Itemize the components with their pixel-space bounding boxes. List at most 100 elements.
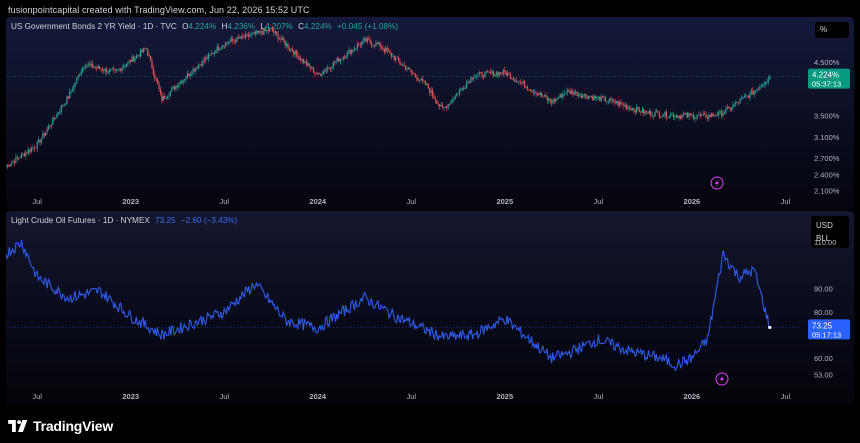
candle-body [735, 102, 737, 105]
candle-body [485, 71, 488, 73]
candle-body [181, 81, 183, 84]
candle-body [162, 96, 164, 101]
bond-yield-chart[interactable]: Jul2023Jul2024Jul2025Jul2026Jul2024.500%… [6, 17, 854, 210]
candle-body [589, 96, 591, 97]
candle-body [665, 111, 667, 118]
candle-body [100, 68, 102, 70]
candle-body [475, 75, 478, 77]
candle-body [426, 83, 428, 85]
currency-button[interactable]: USD [816, 221, 833, 230]
candle-body [291, 48, 293, 52]
candle-body [613, 99, 615, 103]
candle-body [188, 73, 190, 76]
candle-body [576, 91, 578, 97]
candle-body [155, 78, 157, 80]
candle-body [763, 83, 765, 85]
candle-body [390, 53, 393, 57]
candle-body [113, 69, 115, 70]
candle-body [97, 66, 99, 69]
candle-body [219, 49, 221, 51]
percent-unit-button[interactable]: % [815, 22, 849, 38]
candle-body [125, 64, 128, 67]
candle-body [689, 113, 692, 115]
candle-body [22, 153, 24, 155]
candle-body [516, 81, 519, 83]
unit-button[interactable]: BLL [816, 234, 831, 243]
currency-unit-selector[interactable]: USD BLL [811, 216, 849, 248]
candle-body [220, 47, 223, 50]
candle-body [383, 49, 385, 52]
candle-body [249, 35, 251, 37]
bond-yield-panel[interactable]: US Government Bonds 2 YR Yield · 1D · TV… [6, 17, 854, 210]
candle-body [730, 107, 733, 110]
candle-body [324, 71, 326, 72]
candle-body [471, 77, 473, 80]
candle-body [175, 85, 177, 90]
crude-oil-chart[interactable]: Jul 2023 Jul 2024 Jul 2025 Jul 2026 Jul 110.00 90.… [6, 211, 854, 406]
candle-body [341, 58, 343, 60]
candle-body [587, 96, 590, 99]
candle-body [726, 106, 728, 109]
candle-body [610, 98, 612, 101]
bond-c-label: C [298, 22, 305, 31]
lightning-icon[interactable] [710, 176, 724, 190]
candle-body [769, 76, 771, 80]
candle-body [627, 107, 629, 109]
candle-body [636, 106, 638, 113]
candle-body [376, 42, 378, 45]
candle-body [254, 32, 257, 34]
candle-body [407, 68, 410, 70]
candle-body [579, 94, 581, 96]
candle-body [108, 69, 111, 73]
candle-body [268, 28, 271, 32]
candle-body [440, 104, 442, 107]
candle-body [716, 115, 718, 116]
tradingview-wordmark: TradingView [33, 418, 114, 434]
x-tick-label: 2026 [684, 197, 701, 206]
candle-body [128, 60, 130, 62]
candle-body [344, 56, 346, 58]
candle-body [134, 58, 136, 62]
candle-body [451, 100, 453, 101]
lightning-icon[interactable] [715, 372, 729, 386]
candle-body [575, 91, 577, 94]
chart-caption: fusionpointcapital created with TradingV… [8, 5, 310, 15]
candle-body [521, 82, 523, 84]
candle-body [388, 51, 390, 52]
tradingview-brand[interactable]: TradingView [8, 418, 113, 434]
candle-body [420, 78, 422, 81]
candle-body [73, 84, 75, 90]
candle-body [354, 48, 356, 51]
crude-oil-panel[interactable]: Light Crude Oil Futures · 1D · NYMEX 73.… [6, 211, 854, 406]
candle-body [310, 66, 312, 69]
candle-body [361, 41, 363, 46]
lightning-icon-bolt [720, 375, 724, 383]
candle-body [691, 114, 693, 116]
y-tick-label: 2.700% [814, 154, 840, 163]
candle-body [672, 114, 675, 118]
candle-body [522, 81, 524, 84]
candle-body [536, 93, 539, 95]
candle-body [230, 38, 232, 42]
x-tick-label: Jul [219, 392, 229, 401]
candle-body [638, 109, 641, 113]
candle-body [733, 104, 735, 106]
candle-body [329, 67, 332, 69]
candle-body [719, 110, 721, 112]
bond-l-label: L [260, 22, 266, 31]
candle-body [655, 111, 658, 113]
candle-body [569, 90, 571, 94]
candle-body [572, 90, 574, 95]
candle-body [606, 101, 608, 103]
candle-body [215, 52, 217, 54]
price-badge-countdown: 05:17:13 [812, 330, 841, 339]
y-tick-label: 90.00 [814, 285, 833, 294]
candle-body [560, 93, 563, 98]
candle-body [728, 106, 730, 108]
candle-body [764, 82, 767, 84]
candle-body [584, 93, 587, 97]
candle-body [685, 113, 687, 115]
candle-body [553, 99, 556, 102]
candle-body [26, 152, 28, 154]
candle-body [43, 133, 45, 136]
